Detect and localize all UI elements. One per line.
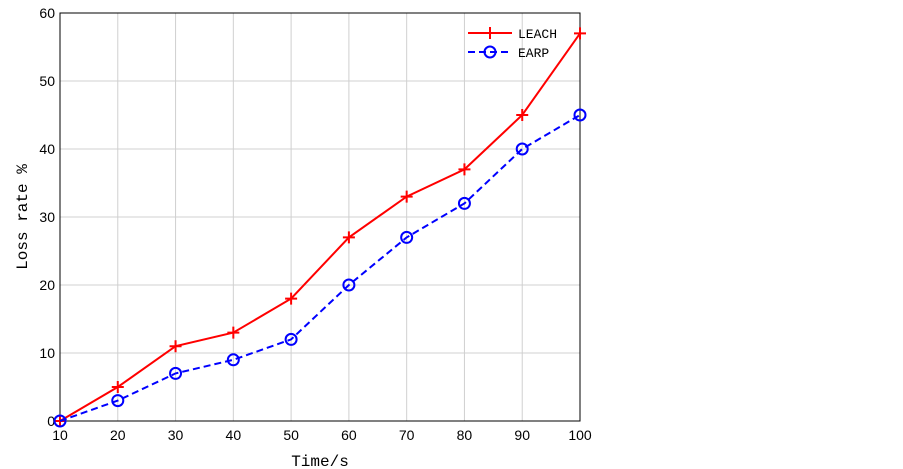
data-point-plus-marker: [169, 340, 182, 353]
series-leach: [54, 27, 586, 427]
x-tick-label: 50: [283, 427, 299, 443]
data-point-circle-marker: [342, 278, 356, 292]
legend-label: LEACH: [518, 27, 557, 42]
series-earp: [53, 108, 587, 428]
data-point-circle-marker: [515, 142, 529, 156]
x-tick-label: 80: [457, 427, 473, 443]
x-tick-label: 20: [110, 427, 126, 443]
legend: LEACH EARP: [468, 27, 557, 61]
plot-frame: [59, 12, 581, 422]
y-tick-label: 0: [47, 413, 55, 429]
x-axis-label: Time/s: [291, 453, 349, 469]
x-tick-label: 30: [168, 427, 184, 443]
x-tick-label: 40: [226, 427, 242, 443]
y-tick-label: 50: [39, 73, 55, 89]
y-tick-label: 10: [39, 345, 55, 361]
x-tick-label: 60: [341, 427, 357, 443]
series-layer: [53, 27, 587, 428]
series-line: [59, 32, 581, 422]
data-point-circle-marker: [226, 353, 240, 367]
y-tick-label: 30: [39, 209, 55, 225]
data-point-plus-marker: [484, 27, 496, 39]
x-tick-label: 100: [568, 427, 592, 443]
data-point-circle-marker: [400, 230, 414, 244]
data-point-plus-marker: [516, 109, 529, 121]
data-point-plus-marker: [400, 190, 413, 203]
data-point-circle-marker: [111, 394, 125, 408]
data-point-circle-marker: [483, 45, 497, 59]
data-point-plus-marker: [342, 231, 355, 244]
x-tick-label: 10: [52, 427, 68, 443]
legend-label: EARP: [518, 46, 549, 61]
y-tick-label: 20: [39, 277, 55, 293]
data-point-plus-marker: [574, 27, 586, 40]
data-point-plus-marker: [227, 326, 240, 339]
data-point-plus-marker: [285, 292, 298, 305]
x-tick-label: 70: [399, 427, 415, 443]
data-point-plus-marker: [111, 381, 124, 393]
x-tick-label: 90: [514, 427, 530, 443]
grid: [59, 12, 581, 422]
data-point-circle-marker: [284, 332, 298, 346]
legend-entry-earp: EARP: [468, 45, 549, 61]
legend-entry-leach: LEACH: [468, 27, 557, 42]
y-axis-label: Loss rate %: [14, 164, 32, 270]
y-tick-label: 40: [39, 141, 55, 157]
data-point-circle-marker: [169, 366, 183, 380]
data-point-circle-marker: [457, 196, 471, 210]
data-point-circle-marker: [573, 108, 587, 122]
data-point-circle-marker: [53, 414, 67, 428]
y-tick-label: 60: [39, 5, 55, 21]
data-point-plus-marker: [458, 163, 471, 176]
series-line: [59, 114, 581, 422]
